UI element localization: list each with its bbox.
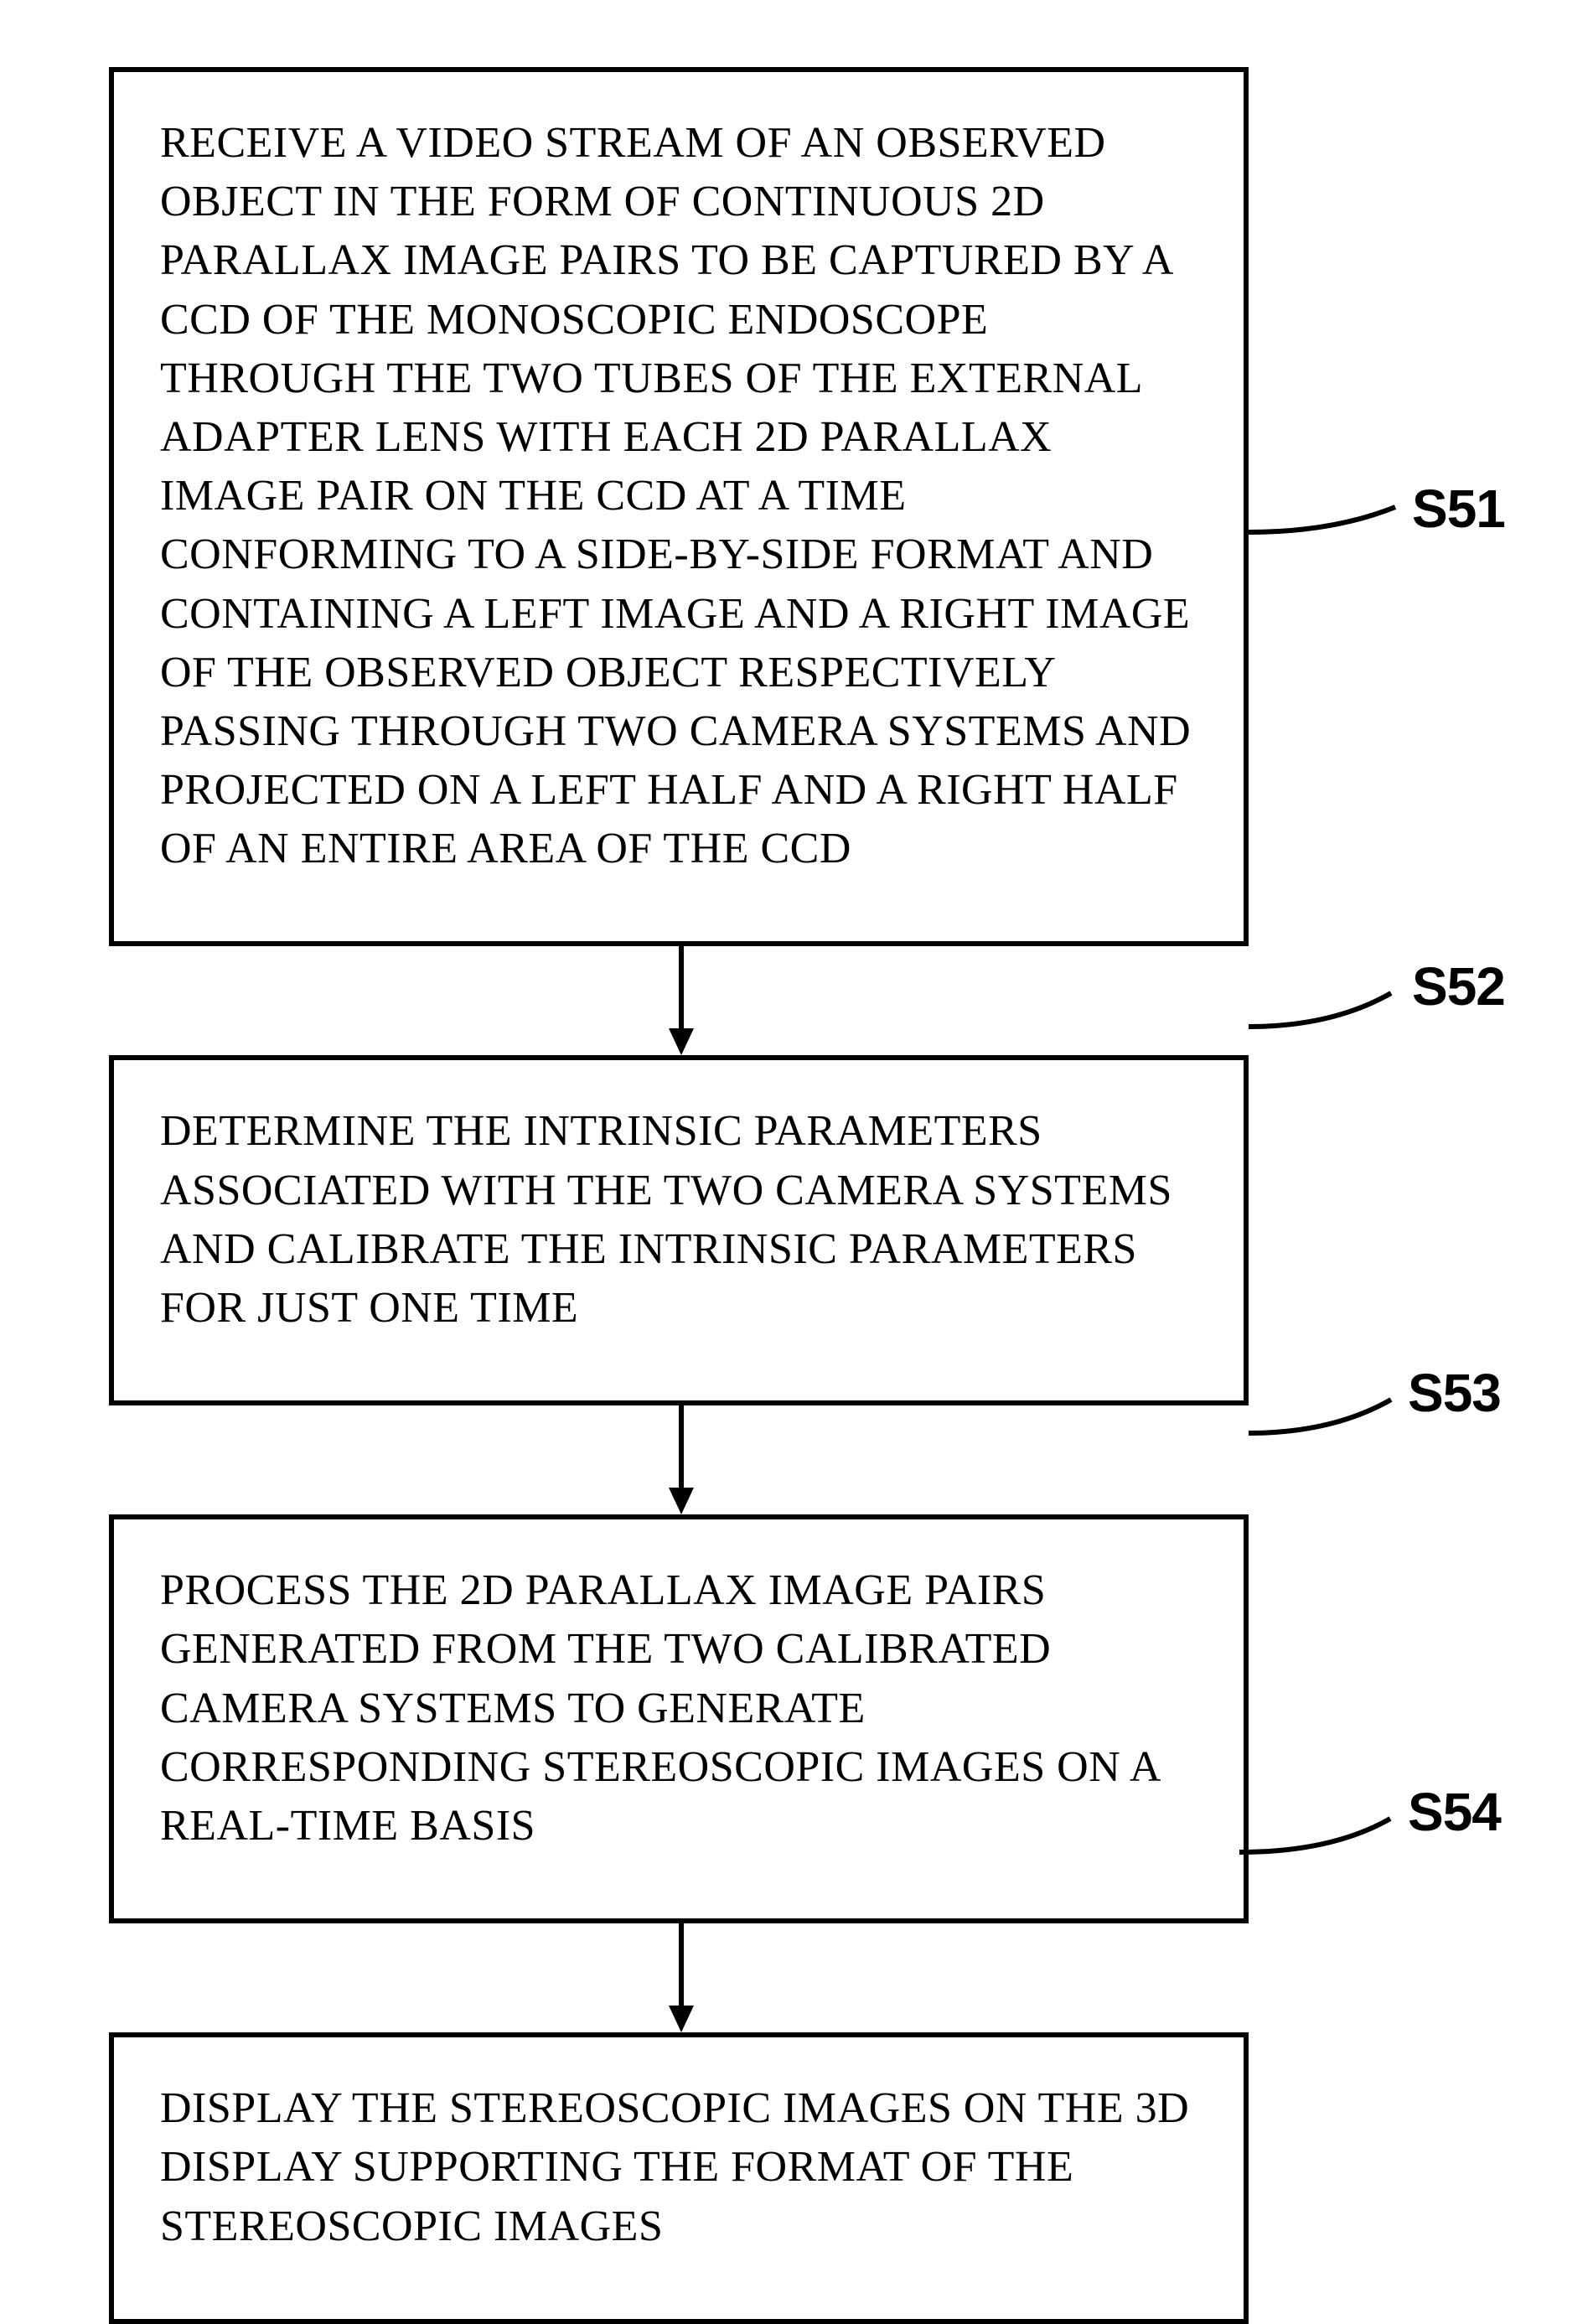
step-label-s51: S51: [1412, 478, 1505, 540]
labels-overlay: S51 S52 S53 S54: [109, 67, 1483, 2078]
connector-line: [1249, 1391, 1416, 1458]
step-label-s53: S53: [1408, 1362, 1501, 1424]
step-label-s54: S54: [1408, 1781, 1501, 1843]
connector-line: [1249, 499, 1416, 566]
flow-step-text: DISPLAY THE STEREOSCOPIC IMAGES ON THE 3…: [160, 2079, 1197, 2256]
step-label-s52: S52: [1412, 955, 1505, 1017]
flowchart-container: RECEIVE A VIDEO STREAM OF AN OBSERVED OB…: [109, 67, 1483, 2324]
connector-line: [1249, 985, 1416, 1052]
connector-line: [1239, 1810, 1415, 1877]
